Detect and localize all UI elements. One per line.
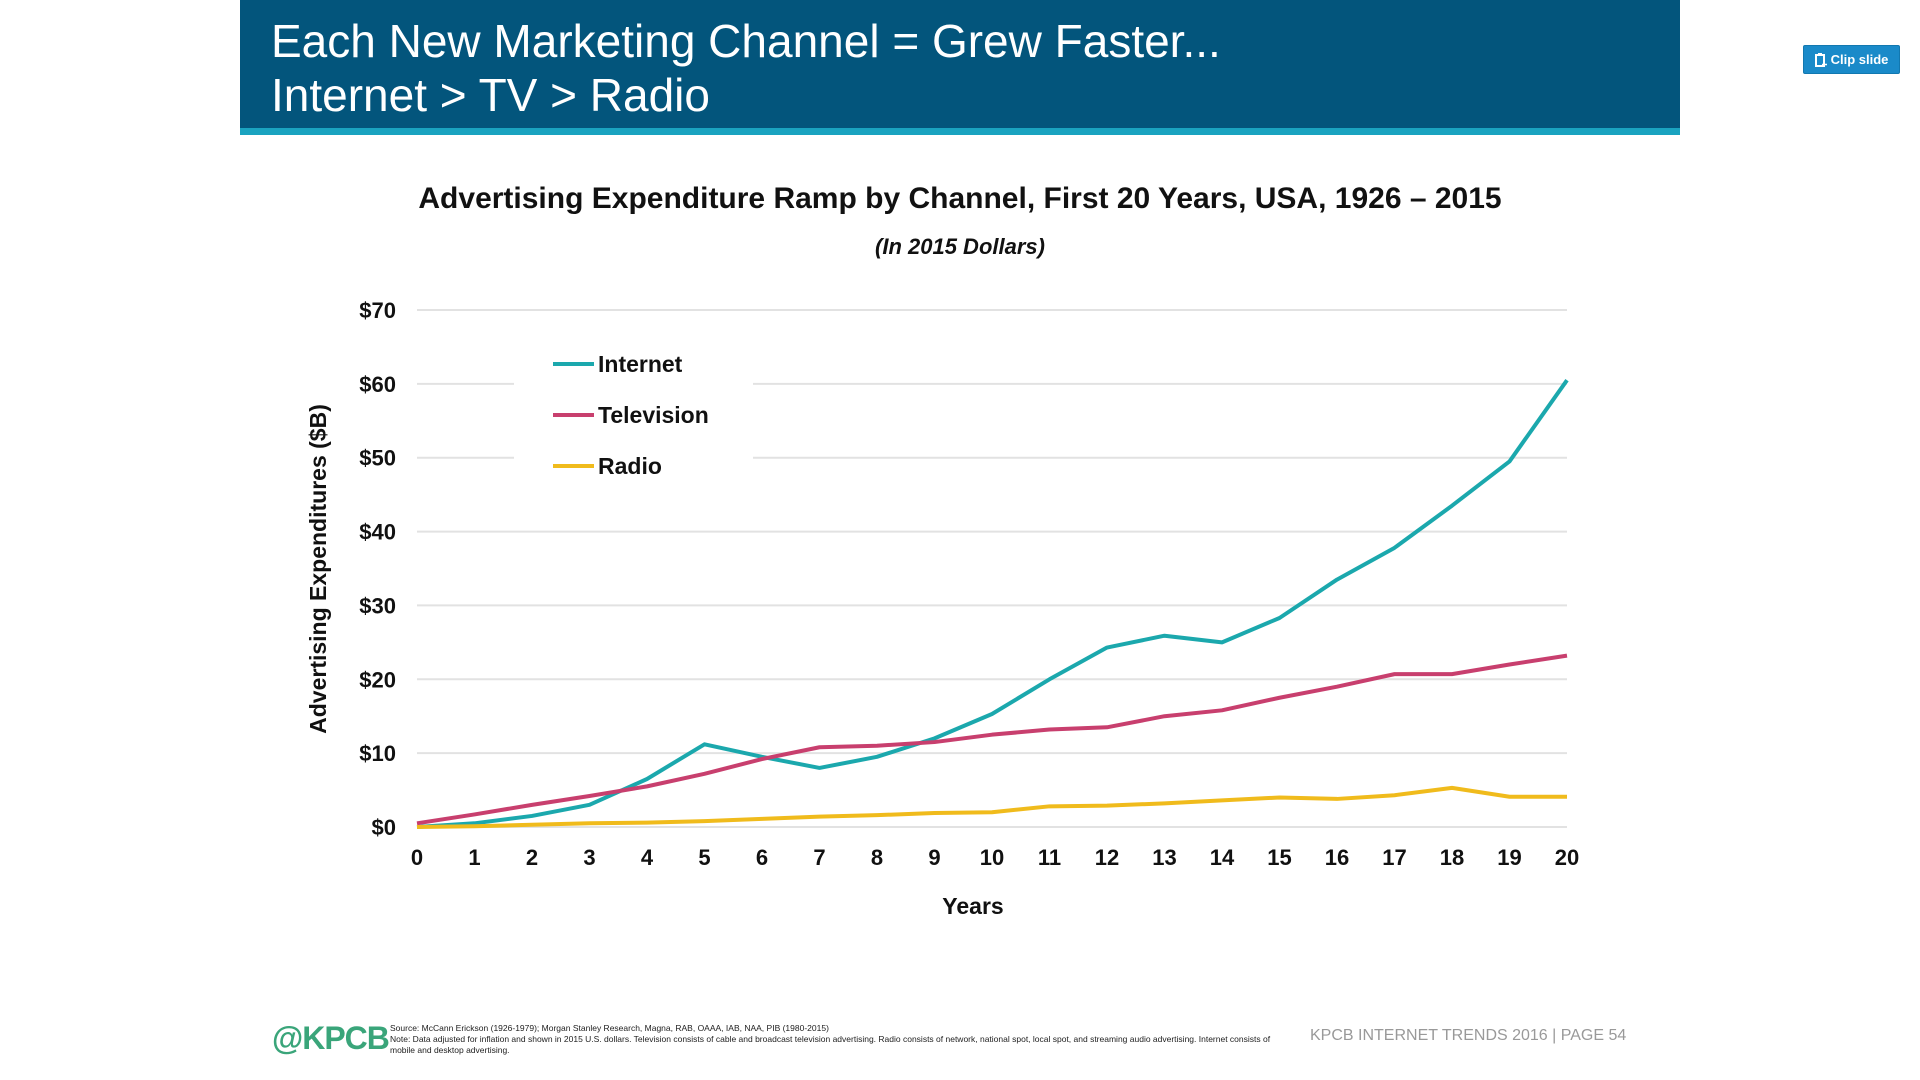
slide-header: Each New Marketing Channel = Grew Faster… [240,0,1680,135]
x-tick-label: 19 [1497,845,1521,870]
x-tick-label: 2 [526,845,538,870]
x-tick-label: 9 [928,845,940,870]
x-tick-label: 11 [1038,845,1061,870]
legend-label: Television [598,402,709,428]
x-tick-label: 1 [468,845,480,870]
source-text: Source: McCann Erickson (1926-1979); Mor… [390,1023,829,1033]
slide-title-line2: Internet > TV > Radio [271,69,710,121]
x-tick-label: 10 [980,845,1004,870]
clip-slide-button[interactable]: Clip slide [1803,45,1900,74]
x-tick-label: 6 [756,845,768,870]
footer-page-info: KPCB INTERNET TRENDS 2016 | PAGE 54 [1310,1027,1627,1044]
kpcb-logo: @KPCB [272,1020,390,1056]
y-tick-label: $60 [359,372,396,397]
series-line-radio [416,785,1567,829]
y-tick-label: $20 [359,667,396,692]
x-tick-label: 7 [813,845,825,870]
x-tick-label: 4 [641,845,654,870]
x-tick-label: 3 [583,845,595,870]
x-tick-label: 8 [871,845,883,870]
y-tick-label: $30 [359,593,396,618]
x-tick-label: 14 [1210,845,1235,870]
y-tick-label: $10 [359,741,396,766]
y-tick-label: $0 [372,815,396,840]
x-tick-label: 20 [1555,845,1579,870]
x-axis-label: Years [942,893,1003,919]
legend-label: Internet [598,351,683,377]
x-tick-label: 13 [1152,845,1176,870]
footer-source: Source: McCann Erickson (1926-1979); Mor… [390,1023,1290,1056]
x-tick-label: 16 [1325,845,1349,870]
series-line-television [416,653,1568,826]
clip-slide-label: Clip slide [1830,52,1889,67]
chart-subtitle: (In 2015 Dollars) [875,234,1045,259]
chart-title: Advertising Expenditure Ramp by Channel,… [418,182,1502,215]
x-tick-label: 15 [1267,845,1291,870]
slide-title-line1: Each New Marketing Channel = Grew Faster… [271,15,1221,67]
y-axis-label: Advertising Expenditures ($B) [305,404,331,734]
y-tick-label: $40 [359,520,396,545]
clipboard-plus-icon [1814,52,1827,67]
y-tick-label: $50 [359,446,396,471]
x-tick-label: 12 [1095,845,1119,870]
x-tick-label: 17 [1382,845,1406,870]
x-tick-label: 5 [698,845,710,870]
y-tick-label: $70 [359,298,396,323]
note-text: Note: Data adjusted for inflation and sh… [390,1034,1271,1055]
line-chart: $0$10$20$30$40$50$60$700 1 2 3 4 5 6 7 8 9 10 11 12 1… [305,298,1579,919]
x-tick-label: 18 [1440,845,1464,870]
x-tick-label: 0 [411,845,423,870]
legend-label: Radio [598,453,662,479]
